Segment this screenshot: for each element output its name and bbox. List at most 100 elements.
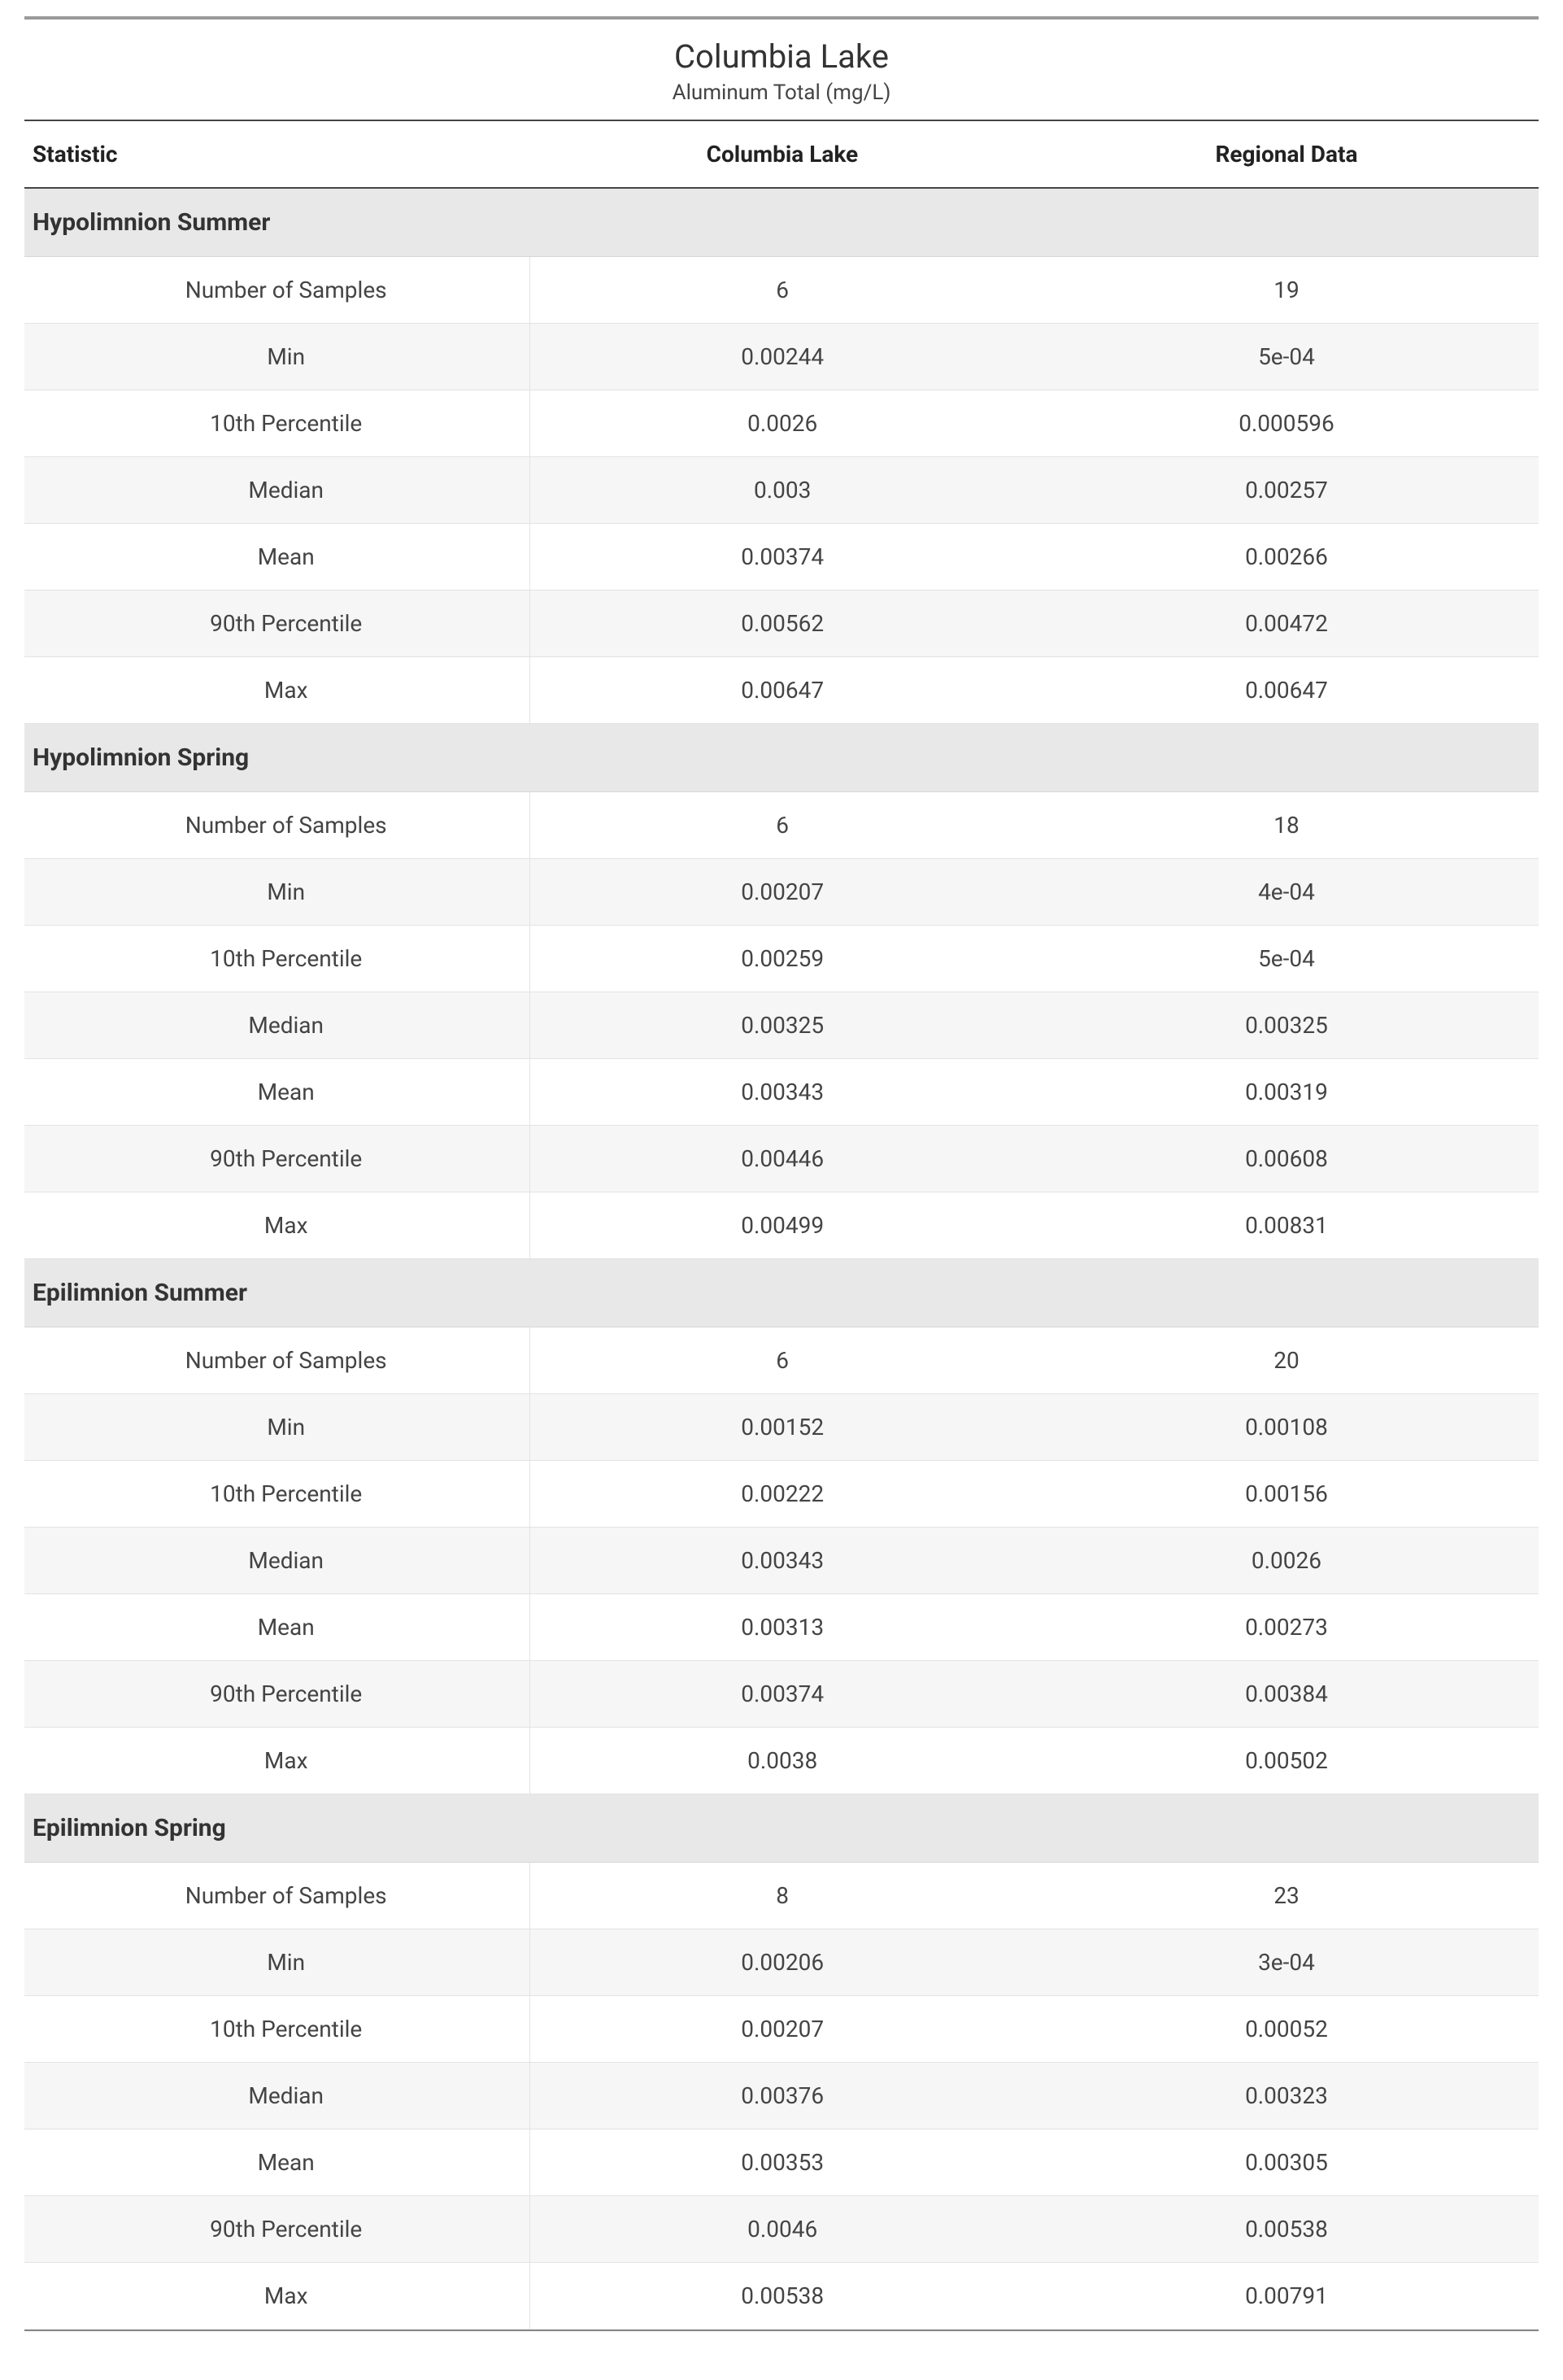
table-row: Min0.002063e-04	[24, 1929, 1539, 1996]
stat-label-cell: Number of Samples	[24, 1863, 530, 1929]
value-cell-columbia-lake: 0.00374	[530, 524, 1034, 591]
table-row: 90th Percentile0.005620.00472	[24, 591, 1539, 657]
stat-label-cell: Mean	[24, 1594, 530, 1661]
statistics-table: Statistic Columbia Lake Regional Data Hy…	[24, 120, 1539, 2330]
table-body: Hypolimnion SummerNumber of Samples619Mi…	[24, 188, 1539, 2330]
value-cell-columbia-lake: 0.00325	[530, 992, 1034, 1059]
value-cell-regional-data: 0.00538	[1034, 2196, 1539, 2263]
table-row: Number of Samples619	[24, 257, 1539, 324]
stat-label-cell: Mean	[24, 2129, 530, 2196]
section-header-row: Hypolimnion Spring	[24, 724, 1539, 792]
stat-label-cell: 10th Percentile	[24, 926, 530, 992]
value-cell-columbia-lake: 6	[530, 1327, 1034, 1394]
value-cell-columbia-lake: 0.00152	[530, 1394, 1034, 1461]
table-row: Min0.001520.00108	[24, 1394, 1539, 1461]
stat-label-cell: Median	[24, 1528, 530, 1594]
value-cell-regional-data: 4e-04	[1034, 859, 1539, 926]
table-row: Max0.004990.00831	[24, 1192, 1539, 1259]
stat-label-cell: Max	[24, 2263, 530, 2330]
value-cell-regional-data: 3e-04	[1034, 1929, 1539, 1996]
table-row: Min0.002445e-04	[24, 324, 1539, 390]
table-row: Min0.002074e-04	[24, 859, 1539, 926]
table-row: 10th Percentile0.002070.00052	[24, 1996, 1539, 2063]
table-row: Mean0.003430.00319	[24, 1059, 1539, 1126]
value-cell-regional-data: 0.00325	[1034, 992, 1539, 1059]
stat-label-cell: Max	[24, 1728, 530, 1794]
value-cell-columbia-lake: 6	[530, 257, 1034, 324]
value-cell-columbia-lake: 0.00207	[530, 859, 1034, 926]
value-cell-regional-data: 19	[1034, 257, 1539, 324]
value-cell-columbia-lake: 0.003	[530, 457, 1034, 524]
table-row: Max0.006470.00647	[24, 657, 1539, 724]
stat-label-cell: Median	[24, 992, 530, 1059]
stat-label-cell: Number of Samples	[24, 257, 530, 324]
value-cell-columbia-lake: 0.00538	[530, 2263, 1034, 2330]
value-cell-regional-data: 5e-04	[1034, 324, 1539, 390]
page-title: Columbia Lake	[24, 37, 1539, 76]
value-cell-columbia-lake: 0.00353	[530, 2129, 1034, 2196]
value-cell-columbia-lake: 0.00562	[530, 591, 1034, 657]
value-cell-columbia-lake: 0.00313	[530, 1594, 1034, 1661]
table-row: 10th Percentile0.002595e-04	[24, 926, 1539, 992]
value-cell-columbia-lake: 0.0026	[530, 390, 1034, 457]
value-cell-columbia-lake: 0.00207	[530, 1996, 1034, 2063]
table-row: Median0.0030.00257	[24, 457, 1539, 524]
value-cell-regional-data: 0.00305	[1034, 2129, 1539, 2196]
stat-label-cell: Max	[24, 657, 530, 724]
stat-label-cell: Number of Samples	[24, 792, 530, 859]
value-cell-regional-data: 23	[1034, 1863, 1539, 1929]
page-container: Columbia Lake Aluminum Total (mg/L) Stat…	[0, 0, 1563, 2380]
table-row: Number of Samples618	[24, 792, 1539, 859]
value-cell-regional-data: 0.00647	[1034, 657, 1539, 724]
stat-label-cell: Mean	[24, 1059, 530, 1126]
table-row: Number of Samples620	[24, 1327, 1539, 1394]
stat-label-cell: Median	[24, 457, 530, 524]
section-header-label: Hypolimnion Summer	[24, 188, 1539, 257]
value-cell-columbia-lake: 0.00343	[530, 1528, 1034, 1594]
value-cell-regional-data: 20	[1034, 1327, 1539, 1394]
value-cell-regional-data: 0.00266	[1034, 524, 1539, 591]
col-header-regional-data: Regional Data	[1034, 120, 1539, 188]
stat-label-cell: Number of Samples	[24, 1327, 530, 1394]
stat-label-cell: Min	[24, 1394, 530, 1461]
table-row: Median0.003760.00323	[24, 2063, 1539, 2129]
bottom-rule	[24, 2330, 1539, 2331]
value-cell-columbia-lake: 0.00244	[530, 324, 1034, 390]
table-header-row: Statistic Columbia Lake Regional Data	[24, 120, 1539, 188]
value-cell-regional-data: 0.00108	[1034, 1394, 1539, 1461]
stat-label-cell: 90th Percentile	[24, 1661, 530, 1728]
table-row: Mean0.003740.00266	[24, 524, 1539, 591]
value-cell-regional-data: 0.00831	[1034, 1192, 1539, 1259]
value-cell-columbia-lake: 0.00206	[530, 1929, 1034, 1996]
value-cell-regional-data: 0.00502	[1034, 1728, 1539, 1794]
table-row: Median0.003430.0026	[24, 1528, 1539, 1594]
stat-label-cell: 10th Percentile	[24, 390, 530, 457]
value-cell-regional-data: 0.00156	[1034, 1461, 1539, 1528]
table-row: Max0.00380.00502	[24, 1728, 1539, 1794]
stat-label-cell: Median	[24, 2063, 530, 2129]
stat-label-cell: 10th Percentile	[24, 1996, 530, 2063]
table-row: 90th Percentile0.003740.00384	[24, 1661, 1539, 1728]
value-cell-columbia-lake: 0.00259	[530, 926, 1034, 992]
value-cell-columbia-lake: 0.00374	[530, 1661, 1034, 1728]
stat-label-cell: 90th Percentile	[24, 591, 530, 657]
section-header-row: Epilimnion Summer	[24, 1259, 1539, 1327]
stat-label-cell: Mean	[24, 524, 530, 591]
table-row: Mean0.003530.00305	[24, 2129, 1539, 2196]
col-header-columbia-lake: Columbia Lake	[530, 120, 1034, 188]
stat-label-cell: Min	[24, 324, 530, 390]
value-cell-regional-data: 0.0026	[1034, 1528, 1539, 1594]
value-cell-columbia-lake: 0.00376	[530, 2063, 1034, 2129]
stat-label-cell: 90th Percentile	[24, 2196, 530, 2263]
table-row: 10th Percentile0.00260.000596	[24, 390, 1539, 457]
col-header-statistic: Statistic	[24, 120, 530, 188]
value-cell-regional-data: 0.00257	[1034, 457, 1539, 524]
value-cell-columbia-lake: 0.00499	[530, 1192, 1034, 1259]
table-row: Max0.005380.00791	[24, 2263, 1539, 2330]
stat-label-cell: Min	[24, 1929, 530, 1996]
section-header-label: Epilimnion Summer	[24, 1259, 1539, 1327]
value-cell-regional-data: 0.00273	[1034, 1594, 1539, 1661]
value-cell-regional-data: 0.00384	[1034, 1661, 1539, 1728]
value-cell-regional-data: 5e-04	[1034, 926, 1539, 992]
stat-label-cell: Max	[24, 1192, 530, 1259]
